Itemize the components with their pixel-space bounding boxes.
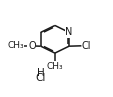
Text: CH₃: CH₃ <box>7 41 24 50</box>
Text: Cl: Cl <box>35 74 46 84</box>
Text: N: N <box>65 27 72 37</box>
Text: Cl: Cl <box>81 41 91 51</box>
Text: CH₃: CH₃ <box>46 62 63 71</box>
Text: O: O <box>28 41 35 51</box>
Text: H: H <box>37 68 44 78</box>
